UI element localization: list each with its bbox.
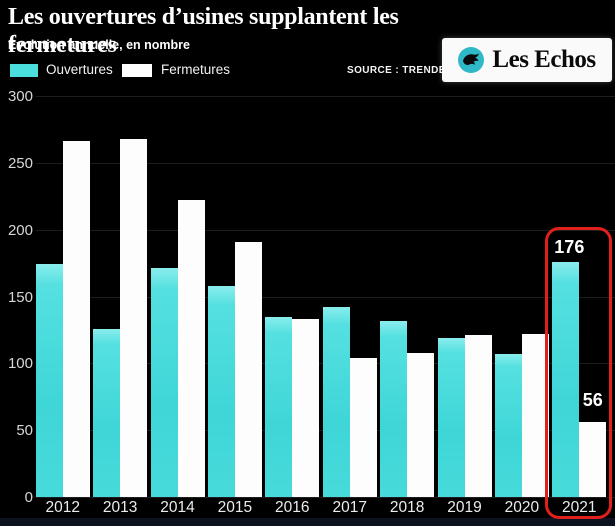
bar-fermetures-2014 xyxy=(177,200,205,497)
bar-ouvertures-2016 xyxy=(265,316,293,497)
bar-ouvertures-2015 xyxy=(207,285,235,497)
lesechos-logo: Les Echos xyxy=(442,38,612,82)
gridline-300 xyxy=(36,96,615,97)
y-tick-label-300: 300 xyxy=(7,88,33,105)
x-label-2016: 2016 xyxy=(275,499,310,516)
bar-ouvertures-2021 xyxy=(552,261,580,497)
legend-swatch-fermetures xyxy=(122,64,152,77)
x-label-2019: 2019 xyxy=(447,499,482,516)
x-label-2014: 2014 xyxy=(160,499,195,516)
bottom-strip xyxy=(0,518,615,526)
chart-subtitle: Evolution annuelle, en nombre xyxy=(8,38,190,52)
gridline-200 xyxy=(36,229,615,231)
bar-ouvertures-2017 xyxy=(322,307,350,497)
x-label-2017: 2017 xyxy=(332,499,367,516)
lesechos-bird-icon xyxy=(458,47,485,73)
x-label-2021: 2021 xyxy=(562,499,597,516)
gridline-250 xyxy=(36,162,615,164)
bar-ouvertures-2019 xyxy=(437,337,465,497)
bar-fermetures-2018 xyxy=(407,352,435,497)
highlight-value-fermetures: 56 xyxy=(582,390,603,411)
legend-swatch-ouvertures xyxy=(10,64,38,77)
y-tick-label-100: 100 xyxy=(7,355,33,373)
x-label-2015: 2015 xyxy=(217,499,253,516)
highlight-value-ouvertures: 176 xyxy=(554,236,585,257)
bar-fermetures-2013 xyxy=(120,138,148,497)
y-tick-label-200: 200 xyxy=(7,221,33,239)
x-label-2020: 2020 xyxy=(504,499,540,516)
gridline-0 xyxy=(36,497,615,498)
bar-ouvertures-2014 xyxy=(150,268,178,497)
bar-ouvertures-2012 xyxy=(35,264,63,497)
bar-fermetures-2012 xyxy=(62,141,90,497)
y-tick-label-50: 50 xyxy=(16,422,33,440)
y-tick-label-150: 150 xyxy=(7,288,33,306)
bar-fermetures-2020 xyxy=(521,333,549,497)
lesechos-logo-text: Les Echos xyxy=(492,46,596,73)
bar-fermetures-2016 xyxy=(292,319,320,497)
legend-label-fermetures: Fermetures xyxy=(161,62,231,77)
x-label-2012: 2012 xyxy=(45,499,80,516)
bar-fermetures-2019 xyxy=(464,335,492,497)
source-label: SOURCE : TRENDEO xyxy=(347,65,454,76)
gridline-150 xyxy=(36,296,615,298)
chart-title: Les ouvertures d’usines supplantent les … xyxy=(8,4,399,58)
y-tick-label-0: 0 xyxy=(24,489,33,506)
bar-ouvertures-2020 xyxy=(494,353,522,497)
highlight-box-2021 xyxy=(545,227,613,519)
bar-ouvertures-2018 xyxy=(380,320,408,497)
bar-fermetures-2015 xyxy=(234,241,262,497)
bar-ouvertures-2013 xyxy=(93,328,121,497)
bar-fermetures-2021 xyxy=(579,422,607,497)
y-tick-label-250: 250 xyxy=(7,154,33,172)
x-label-2013: 2013 xyxy=(102,499,138,516)
legend-label-ouvertures: Ouvertures xyxy=(46,62,113,77)
x-label-2018: 2018 xyxy=(389,499,425,516)
bar-fermetures-2017 xyxy=(349,357,377,497)
